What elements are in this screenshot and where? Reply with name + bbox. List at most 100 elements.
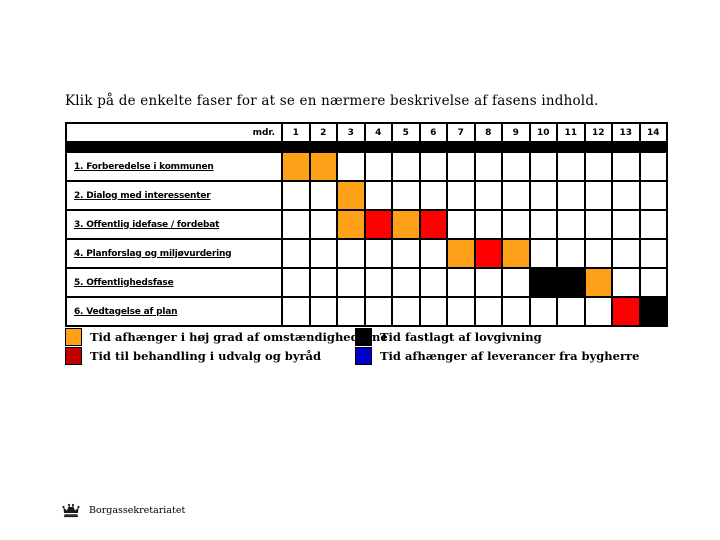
- gantt-cell-r4-m3: [338, 240, 364, 267]
- gantt-month-header-13: 13: [613, 124, 639, 141]
- gantt-row-label-5[interactable]: 5. Offentlighedsfase: [67, 269, 281, 296]
- gantt-month-header-8-label: 8: [485, 127, 492, 138]
- gantt-month-header-3-label: 3: [347, 127, 354, 138]
- gantt-cell-r2-m4: [365, 182, 391, 209]
- gantt-month-header-1-label: 1: [292, 127, 299, 138]
- gantt-cell-r1-m6: [420, 153, 446, 180]
- gantt-month-header-13-label: 13: [619, 127, 633, 138]
- gantt-month-header-5-label: 5: [402, 127, 409, 138]
- gantt-cell-r4-m10: [530, 240, 556, 267]
- gantt-cell-r2-m12: [585, 182, 611, 209]
- gantt-row-label-6[interactable]: 6. Vedtagelse af plan: [67, 298, 281, 325]
- gantt-cell-r5-m13: [613, 269, 639, 296]
- legend-item-black: Tid fastlagt af lovgivning: [355, 328, 639, 346]
- gantt-cell-r5-m14: [640, 269, 666, 296]
- gantt-row-label-2-label[interactable]: 2. Dialog med interessenter: [74, 190, 211, 201]
- gantt-cell-r2-m6: [420, 182, 446, 209]
- gantt-row-label-3-label[interactable]: 3. Offentlig idefase / fordebat: [74, 219, 220, 230]
- gantt-cell-r3-m6: [420, 211, 446, 238]
- gantt-cell-r4-m2: [310, 240, 336, 267]
- legend-label: Tid fastlagt af lovgivning: [380, 330, 542, 344]
- gantt-row-label-1-label[interactable]: 1. Forberedelse i kommunen: [74, 161, 214, 172]
- gantt-cell-r5-m7: [448, 269, 474, 296]
- gantt-cell-r4-m14: [640, 240, 666, 267]
- footer: Borgassekretariatet: [62, 502, 185, 518]
- gantt-cell-r1-m7: [448, 153, 474, 180]
- gantt-cell-r3-m5: [393, 211, 419, 238]
- gantt-cell-r5-m6: [420, 269, 446, 296]
- gantt-cell-r1-m1: [283, 153, 309, 180]
- gantt-cell-r3-m14: [640, 211, 666, 238]
- gantt-cell-r3-m3: [338, 211, 364, 238]
- gantt-cell-r6-m11: [558, 298, 584, 325]
- gantt-cell-r2-m11: [558, 182, 584, 209]
- gantt-month-header-10-label: 10: [536, 127, 550, 138]
- gantt-cell-r6-m12: [585, 298, 611, 325]
- gantt-cell-r1-m13: [613, 153, 639, 180]
- gantt-cell-r6-m4: [365, 298, 391, 325]
- legend-column-right: Tid fastlagt af lovgivning Tid afhænger a…: [355, 328, 639, 366]
- gantt-row-label-6-label[interactable]: 6. Vedtagelse af plan: [74, 306, 178, 317]
- gantt-cell-r4-m4: [365, 240, 391, 267]
- gantt-cell-r4-m8: [475, 240, 501, 267]
- gantt-cell-r5-m8: [475, 269, 501, 296]
- legend-swatch-orange: [65, 328, 82, 346]
- gantt-month-header-2-label: 2: [320, 127, 327, 138]
- gantt-cell-r2-m5: [393, 182, 419, 209]
- gantt-cell-r6-m3: [338, 298, 364, 325]
- gantt-month-header-12: 12: [585, 124, 611, 141]
- gantt-month-header-7: 7: [448, 124, 474, 141]
- gantt-cell-r5-m10: [530, 269, 556, 296]
- gantt-row-label-4-label[interactable]: 4. Planforslag og miljøvurdering: [74, 248, 232, 259]
- gantt-cell-r6-m14: [640, 298, 666, 325]
- gantt-cell-r2-m2: [310, 182, 336, 209]
- gantt-cell-r3-m1: [283, 211, 309, 238]
- gantt-cell-r2-m3: [338, 182, 364, 209]
- legend-column-left: Tid afhænger i høj grad af omstændighede…: [65, 328, 388, 366]
- gantt-month-header-10: 10: [530, 124, 556, 141]
- gantt-cell-r4-m7: [448, 240, 474, 267]
- gantt-cell-r1-m4: [365, 153, 391, 180]
- gantt-row-label-5-label[interactable]: 5. Offentlighedsfase: [74, 277, 174, 288]
- gantt-table: mdr. 1 2 3 4 5 6 7 8 9 10 11 12 13 14 1. Forberedelse i…: [65, 122, 668, 327]
- gantt-row-label-1[interactable]: 1. Forberedelse i kommunen: [67, 153, 281, 180]
- gantt-cell-r1-m2: [310, 153, 336, 180]
- gantt-cell-r4-m5: [393, 240, 419, 267]
- legend-label: Tid afhænger i høj grad af omstændighede…: [90, 330, 388, 344]
- gantt-cell-r2-m9: [503, 182, 529, 209]
- gantt-row-label-2[interactable]: 2. Dialog med interessenter: [67, 182, 281, 209]
- gantt-month-header-9: 9: [503, 124, 529, 141]
- gantt-month-header-12-label: 12: [591, 127, 605, 138]
- gantt-cell-r6-m9: [503, 298, 529, 325]
- gantt-cell-r1-m12: [585, 153, 611, 180]
- gantt-cell-r4-m9: [503, 240, 529, 267]
- gantt-month-header-14-label: 14: [646, 127, 660, 138]
- gantt-cell-r6-m7: [448, 298, 474, 325]
- gantt-cell-r4-m12: [585, 240, 611, 267]
- gantt-cell-r4-m13: [613, 240, 639, 267]
- gantt-cell-r5-m4: [365, 269, 391, 296]
- gantt-row-label-3[interactable]: 3. Offentlig idefase / fordebat: [67, 211, 281, 238]
- gantt-month-header-11-label: 11: [564, 127, 578, 138]
- gantt-month-header-11: 11: [558, 124, 584, 141]
- gantt-cell-r5-m9: [503, 269, 529, 296]
- gantt-cell-r3-m4: [365, 211, 391, 238]
- gantt-cell-r1-m8: [475, 153, 501, 180]
- gantt-month-header-1: 1: [283, 124, 309, 141]
- gantt-cell-r5-m5: [393, 269, 419, 296]
- page-title: Klik på de enkelte faser for at se en næ…: [65, 93, 599, 109]
- gantt-cell-r3-m12: [585, 211, 611, 238]
- footer-text: Borgassekretariatet: [89, 504, 186, 516]
- gantt-cell-r2-m14: [640, 182, 666, 209]
- gantt-cell-r2-m10: [530, 182, 556, 209]
- legend-item-legend_blue: Tid afhænger af leverancer fra bygherre: [355, 347, 639, 365]
- gantt-cell-r5-m3: [338, 269, 364, 296]
- gantt-cell-r5-m1: [283, 269, 309, 296]
- legend-item-legend_red: Tid til behandling i udvalg og byråd: [65, 347, 388, 365]
- gantt-cell-r1-m11: [558, 153, 584, 180]
- gantt-row-label-4[interactable]: 4. Planforslag og miljøvurdering: [67, 240, 281, 267]
- gantt-cell-r1-m10: [530, 153, 556, 180]
- gantt-cell-r4-m6: [420, 240, 446, 267]
- gantt-month-header-8: 8: [475, 124, 501, 141]
